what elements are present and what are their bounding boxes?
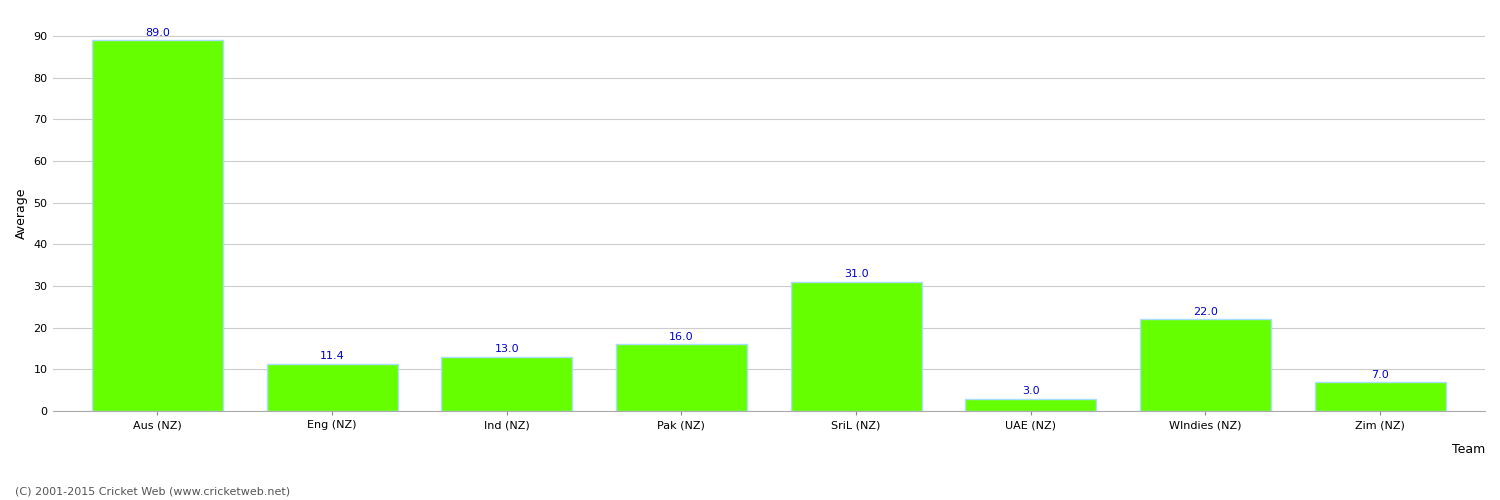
- Text: 22.0: 22.0: [1192, 307, 1218, 317]
- Bar: [616, 344, 747, 411]
- Text: 31.0: 31.0: [844, 270, 868, 280]
- Bar: [441, 357, 572, 411]
- Bar: [92, 40, 224, 411]
- Text: (C) 2001-2015 Cricket Web (www.cricketweb.net): (C) 2001-2015 Cricket Web (www.cricketwe…: [15, 487, 290, 497]
- Text: 13.0: 13.0: [495, 344, 519, 354]
- Text: 7.0: 7.0: [1371, 370, 1389, 380]
- X-axis label: Team: Team: [1452, 443, 1485, 456]
- Text: 3.0: 3.0: [1022, 386, 1040, 396]
- Y-axis label: Average: Average: [15, 188, 28, 239]
- Text: 89.0: 89.0: [146, 28, 170, 38]
- Bar: [1140, 320, 1270, 411]
- Bar: [1314, 382, 1446, 411]
- Text: 11.4: 11.4: [320, 351, 345, 361]
- Bar: [966, 398, 1096, 411]
- Bar: [267, 364, 398, 411]
- Bar: [790, 282, 921, 411]
- Text: 16.0: 16.0: [669, 332, 693, 342]
